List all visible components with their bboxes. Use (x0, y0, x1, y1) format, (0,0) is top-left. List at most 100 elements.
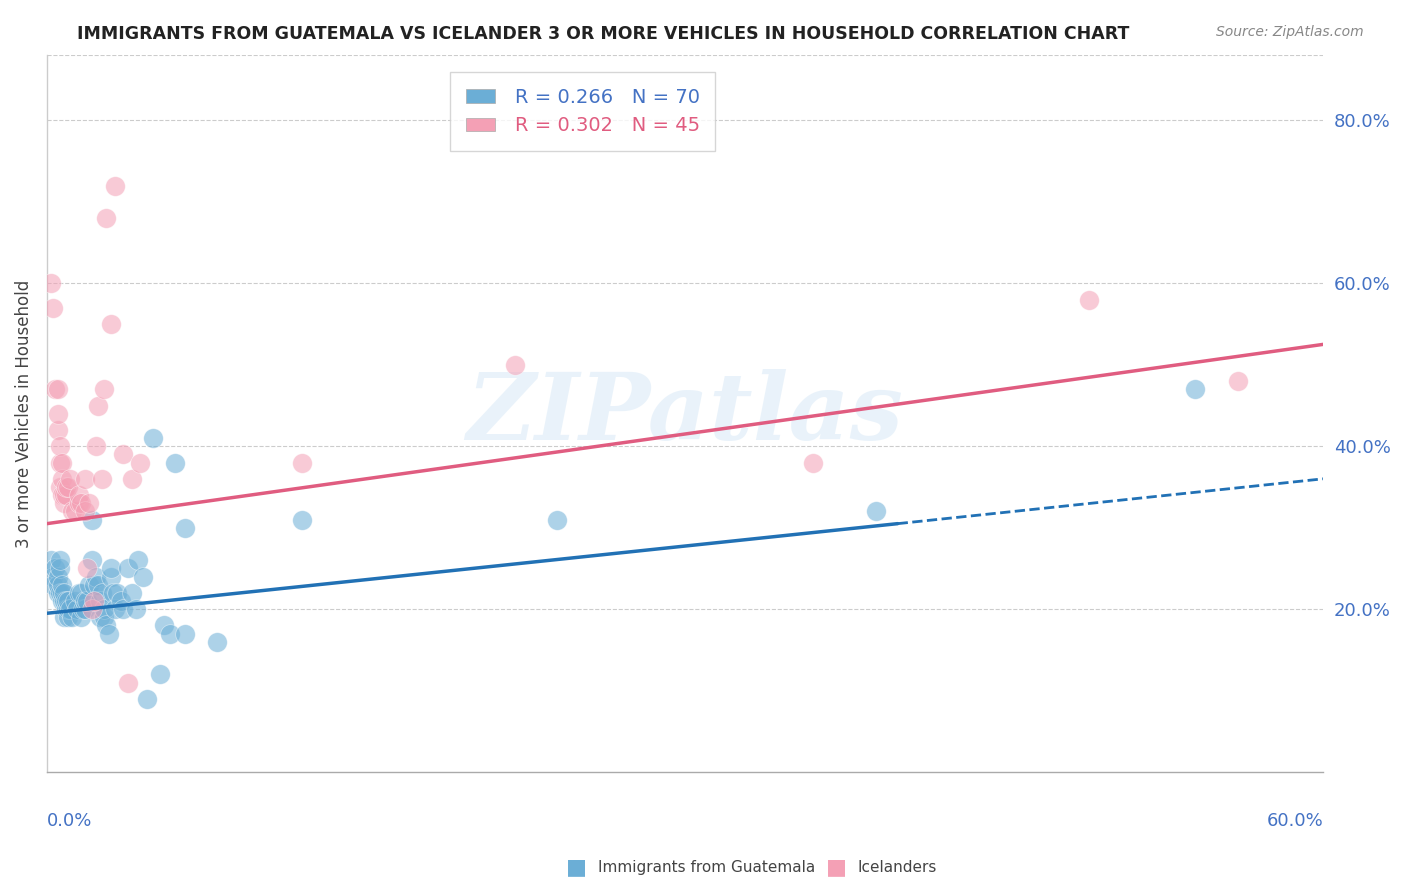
Point (67, 496, 90, 510)
Point (59, 602, 82, 616)
Point (46, 569, 69, 583)
Point (149, 667, 172, 681)
Point (66, 602, 89, 616)
Point (67, 586, 90, 600)
Point (56, 594, 79, 608)
Point (48, 553, 70, 567)
Point (80, 512, 103, 526)
Point (100, 569, 122, 583)
Point (51, 488, 73, 502)
Point (51, 578, 73, 592)
Point (83, 578, 105, 592)
Point (56, 602, 79, 616)
Point (48, 456, 70, 470)
Point (105, 586, 128, 600)
Point (46, 423, 69, 437)
Point (87, 399, 110, 413)
Point (75, 472, 97, 486)
Point (62, 610, 84, 624)
Point (48, 439, 70, 453)
Point (163, 456, 186, 470)
Point (52, 488, 75, 502)
Point (51, 456, 73, 470)
Point (291, 512, 314, 526)
Point (48, 586, 70, 600)
Text: Immigrants from Guatemala: Immigrants from Guatemala (598, 860, 815, 874)
Point (503, 358, 526, 372)
Point (72, 602, 94, 616)
Text: 0.0%: 0.0% (46, 812, 93, 830)
Legend: R = 0.266   N = 70, R = 0.302   N = 45: R = 0.266 N = 70, R = 0.302 N = 45 (450, 72, 716, 151)
Point (39, 277, 62, 291)
Point (89, 594, 111, 608)
Point (42, 569, 65, 583)
Point (80, 602, 103, 616)
Point (70, 586, 93, 600)
Text: ■: ■ (567, 857, 586, 877)
Point (70, 496, 93, 510)
Point (121, 586, 143, 600)
Point (117, 561, 139, 575)
Point (75, 504, 97, 518)
Point (174, 626, 197, 640)
Point (121, 472, 143, 486)
Point (76, 594, 98, 608)
Point (91, 586, 114, 600)
Point (1078, 293, 1101, 307)
Point (56, 480, 79, 494)
Point (56, 610, 79, 624)
Point (142, 431, 165, 445)
Point (75, 594, 97, 608)
Point (79, 496, 101, 510)
Point (55, 602, 77, 616)
Point (93, 382, 115, 396)
Point (131, 569, 153, 583)
Point (51, 594, 73, 608)
Point (127, 553, 149, 567)
Point (93, 602, 115, 616)
Point (117, 675, 139, 690)
Point (97, 626, 120, 640)
Point (70, 610, 93, 624)
Point (865, 504, 887, 518)
Point (91, 472, 114, 486)
Point (129, 456, 152, 470)
Point (135, 691, 157, 706)
Point (1184, 382, 1206, 396)
Point (112, 602, 135, 616)
Point (51, 472, 73, 486)
Point (46, 578, 69, 592)
Point (75, 602, 97, 616)
Point (42, 301, 65, 315)
Point (63, 504, 86, 518)
Y-axis label: 3 or more Vehicles in Household: 3 or more Vehicles in Household (15, 279, 32, 548)
Point (291, 456, 314, 470)
Point (93, 610, 115, 624)
Point (55, 480, 77, 494)
Point (55, 594, 77, 608)
Text: ZIPatlas: ZIPatlas (467, 368, 904, 458)
Point (44, 382, 66, 396)
Point (51, 586, 73, 600)
Point (62, 504, 84, 518)
Point (52, 594, 75, 608)
Point (55, 488, 77, 502)
Point (63, 594, 86, 608)
Point (46, 407, 69, 421)
Point (52, 586, 75, 600)
Point (101, 586, 124, 600)
Point (84, 439, 107, 453)
Point (110, 594, 132, 608)
Point (104, 602, 127, 616)
Point (96, 211, 118, 226)
Point (39, 553, 62, 567)
Point (46, 586, 69, 600)
Point (89, 610, 111, 624)
Point (100, 561, 122, 575)
Text: Icelanders: Icelanders (858, 860, 936, 874)
Point (174, 521, 197, 535)
Point (205, 635, 228, 649)
Point (67, 488, 90, 502)
Point (100, 317, 122, 331)
Point (52, 496, 75, 510)
